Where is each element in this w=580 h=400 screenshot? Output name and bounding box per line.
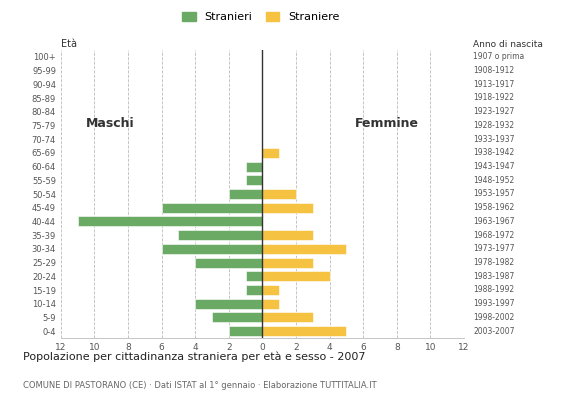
- Bar: [246, 175, 262, 185]
- Text: 1928-1932: 1928-1932: [473, 121, 514, 130]
- Text: 1948-1952: 1948-1952: [473, 176, 514, 185]
- Bar: [179, 230, 262, 240]
- Text: 1943-1947: 1943-1947: [473, 162, 514, 171]
- Text: 1913-1917: 1913-1917: [473, 80, 514, 89]
- Text: COMUNE DI PASTORANO (CE) · Dati ISTAT al 1° gennaio · Elaborazione TUTTITALIA.IT: COMUNE DI PASTORANO (CE) · Dati ISTAT al…: [23, 381, 377, 390]
- Text: 1963-1967: 1963-1967: [473, 217, 514, 226]
- Text: 1938-1942: 1938-1942: [473, 148, 514, 157]
- Text: 1998-2002: 1998-2002: [473, 313, 514, 322]
- Bar: [229, 326, 262, 336]
- Bar: [162, 244, 262, 254]
- Bar: [262, 271, 329, 281]
- Text: 2003-2007: 2003-2007: [473, 327, 514, 336]
- Bar: [246, 285, 262, 295]
- Bar: [262, 148, 279, 158]
- Bar: [262, 299, 279, 309]
- Text: Età: Età: [61, 39, 77, 49]
- Bar: [246, 162, 262, 172]
- Bar: [262, 244, 346, 254]
- Text: 1978-1982: 1978-1982: [473, 258, 514, 267]
- Bar: [212, 312, 262, 322]
- Text: 1923-1927: 1923-1927: [473, 107, 514, 116]
- Text: Femmine: Femmine: [355, 117, 419, 130]
- Text: Popolazione per cittadinanza straniera per età e sesso - 2007: Popolazione per cittadinanza straniera p…: [23, 352, 366, 362]
- Bar: [229, 189, 262, 199]
- Bar: [262, 285, 279, 295]
- Bar: [78, 216, 262, 226]
- Bar: [262, 230, 313, 240]
- Text: 1988-1992: 1988-1992: [473, 286, 514, 294]
- Bar: [262, 312, 313, 322]
- Text: 1908-1912: 1908-1912: [473, 66, 514, 75]
- Bar: [195, 299, 262, 309]
- Bar: [162, 203, 262, 213]
- Text: Maschi: Maschi: [86, 117, 135, 130]
- Text: 1907 o prima: 1907 o prima: [473, 52, 524, 61]
- Text: 1973-1977: 1973-1977: [473, 244, 514, 253]
- Text: 1958-1962: 1958-1962: [473, 203, 514, 212]
- Bar: [246, 271, 262, 281]
- Text: 1993-1997: 1993-1997: [473, 299, 514, 308]
- Text: 1918-1922: 1918-1922: [473, 94, 514, 102]
- Legend: Stranieri, Straniere: Stranieri, Straniere: [178, 8, 344, 27]
- Bar: [262, 203, 313, 213]
- Bar: [262, 258, 313, 268]
- Text: 1983-1987: 1983-1987: [473, 272, 514, 281]
- Text: Anno di nascita: Anno di nascita: [473, 40, 543, 49]
- Bar: [195, 258, 262, 268]
- Text: 1968-1972: 1968-1972: [473, 231, 514, 240]
- Text: 1933-1937: 1933-1937: [473, 135, 514, 144]
- Text: 1953-1957: 1953-1957: [473, 190, 514, 198]
- Bar: [262, 326, 346, 336]
- Bar: [262, 189, 296, 199]
